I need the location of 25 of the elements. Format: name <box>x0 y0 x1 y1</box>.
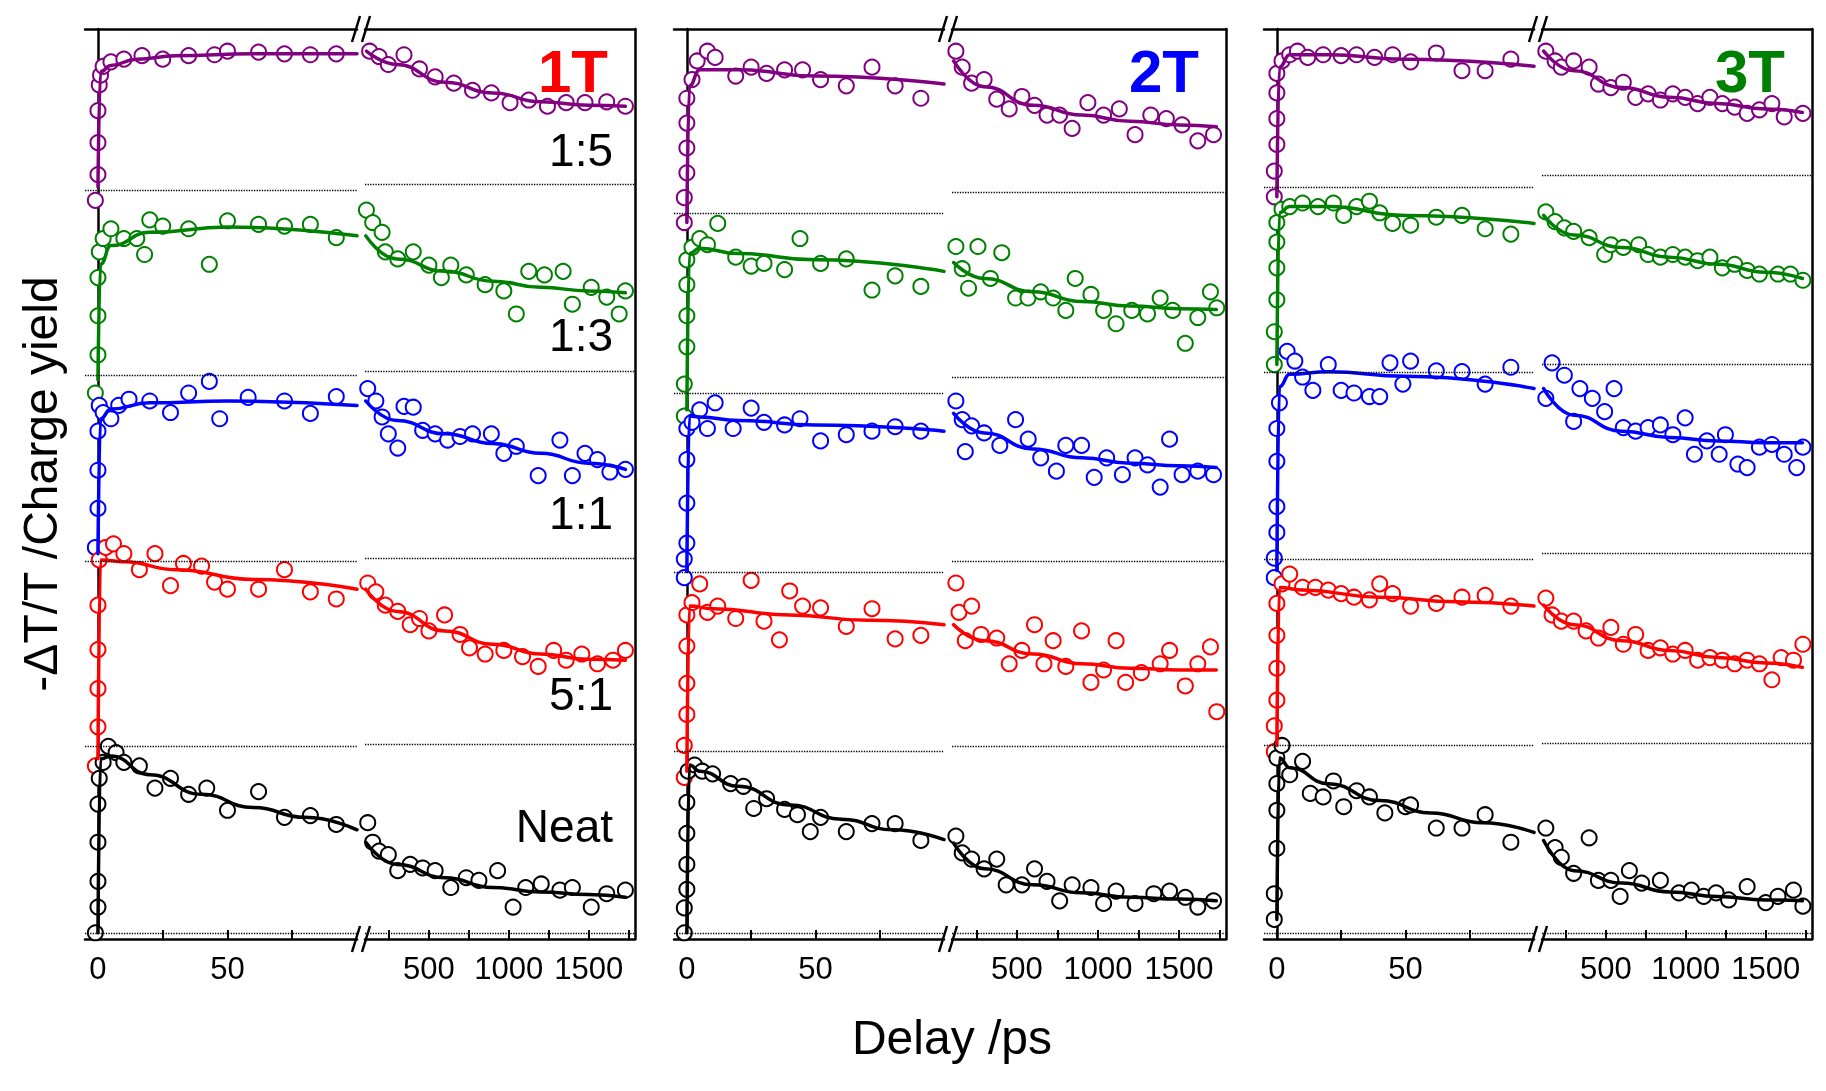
x-tick-label: 1000 <box>1651 951 1721 986</box>
chart-title: 3T <box>1714 37 1786 105</box>
x-tick-label: 1000 <box>474 951 544 986</box>
x-axis-title: Delay /ps <box>851 1010 1053 1065</box>
x-tick-label: 50 <box>210 951 245 986</box>
series-label: 5:1 <box>549 668 614 721</box>
x-tick-label: 0 <box>678 951 696 986</box>
x-tick-label: 0 <box>89 951 107 986</box>
series-label: 1:3 <box>549 308 614 361</box>
series-label: Neat <box>515 800 614 853</box>
x-tick-label: 500 <box>990 951 1043 986</box>
x-tick-label: 500 <box>1580 951 1632 986</box>
x-tick-label: 0 <box>1268 951 1286 986</box>
x-tick-label: 1500 <box>554 951 624 986</box>
x-tick-label: 1000 <box>1063 951 1133 986</box>
y-axis-title: -ΔT/T /Charge yield <box>12 276 68 692</box>
x-tick-label: 1500 <box>1144 951 1214 986</box>
series-label: 1:5 <box>549 124 614 177</box>
x-tick-label: 1500 <box>1731 951 1801 986</box>
chart-title: 1T <box>537 37 609 105</box>
x-tick-label: 50 <box>1388 951 1423 986</box>
x-tick-label: 50 <box>798 951 833 986</box>
chart-title: 2T <box>1128 37 1200 105</box>
series-label: 1:1 <box>549 487 614 540</box>
x-tick-label: 500 <box>403 951 455 986</box>
